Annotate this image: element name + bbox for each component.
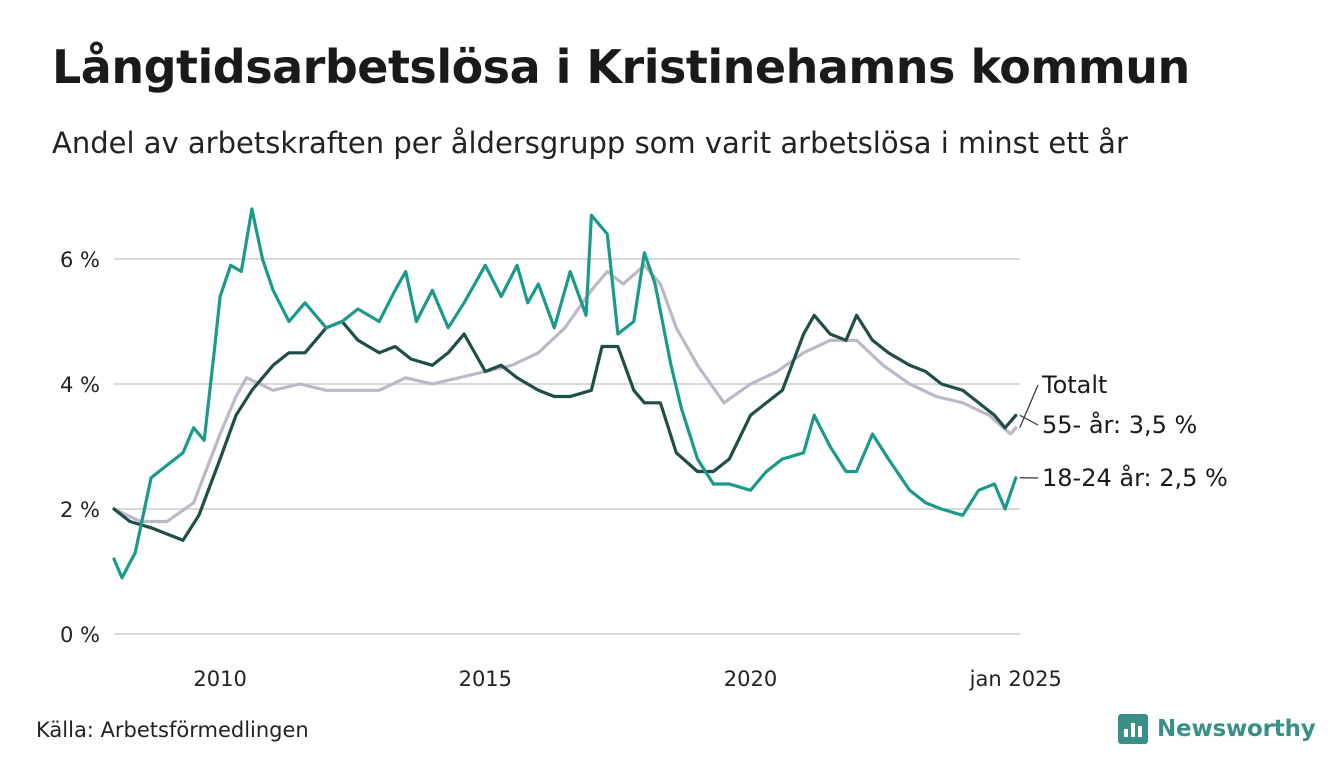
y-axis-labels: 0 % 2 % 4 % 6 % bbox=[60, 248, 100, 647]
newsworthy-logo[interactable]: Newsworthy bbox=[1118, 714, 1316, 744]
x-tick-label: jan 2025 bbox=[969, 667, 1062, 691]
end-label-totalt: Totalt bbox=[1041, 371, 1107, 399]
grid-lines bbox=[114, 258, 1020, 635]
series-end-labels: Totalt 55- år: 3,5 % 18-24 år: 2,5 % bbox=[1019, 371, 1228, 492]
leader-line-age55 bbox=[1019, 414, 1039, 426]
series-line-age55 bbox=[112, 313, 1018, 542]
x-axis-labels: 2010 2015 2020 jan 2025 bbox=[193, 667, 1061, 691]
y-tick-label: 4 % bbox=[60, 373, 100, 397]
series-line-age18_24 bbox=[112, 207, 1018, 580]
x-tick-label: 2010 bbox=[193, 667, 246, 691]
chart-title: Långtidsarbetslösa i Kristinehamns kommu… bbox=[52, 40, 1190, 94]
y-tick-label: 2 % bbox=[60, 498, 100, 522]
y-tick-label: 6 % bbox=[60, 248, 100, 272]
end-label-age55: 55- år: 3,5 % bbox=[1042, 410, 1197, 439]
x-tick-label: 2020 bbox=[724, 667, 777, 691]
x-tick-label: 2015 bbox=[459, 667, 512, 691]
source-note: Källa: Arbetsförmedlingen bbox=[36, 718, 309, 742]
brand-name: Newsworthy bbox=[1157, 716, 1316, 742]
y-tick-label: 0 % bbox=[60, 623, 100, 647]
end-label-age18_24: 18-24 år: 2,5 % bbox=[1042, 463, 1228, 492]
chart-subtitle: Andel av arbetskraften per åldersgrupp s… bbox=[52, 126, 1128, 160]
series-lines bbox=[112, 207, 1018, 580]
bar-chart-icon bbox=[1118, 714, 1148, 744]
leader-line-totalt bbox=[1019, 384, 1039, 428]
series-line-totalt bbox=[112, 263, 1018, 524]
